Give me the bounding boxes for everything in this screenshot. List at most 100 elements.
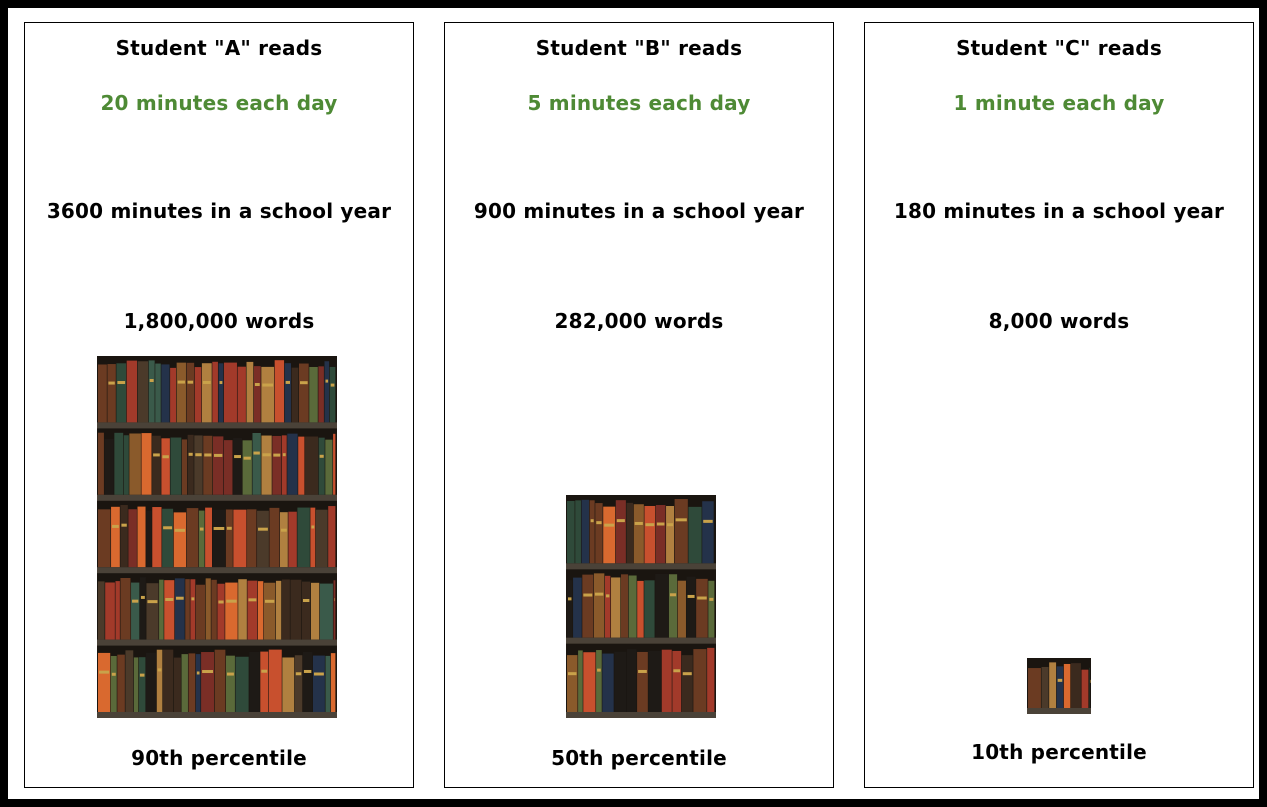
panel: Student "C" reads 1 minute each day 180 … [864,22,1254,788]
shelf-part [97,495,337,501]
shelf-part [331,384,335,387]
shelf-part [191,597,194,600]
shelf-part [288,512,296,567]
shelf-part [200,528,204,531]
shelf-part [281,529,287,532]
shelf-part [170,368,176,423]
shelf-part [656,505,666,563]
word-count: 1,800,000 words [25,309,413,333]
shelf-part [127,361,137,423]
shelf-part [226,509,233,567]
shelf-part [667,523,673,526]
shelf-part [319,438,325,495]
percentile: 90th percentile [25,746,413,770]
shelf-part [707,648,714,712]
shelf-part [175,578,185,639]
reading-rate: 5 minutes each day [445,91,833,115]
shelf-part [282,657,294,712]
shelf-part [617,519,625,522]
shelf-part [146,653,156,712]
shelf-part [120,505,127,567]
shelf-part [311,525,314,528]
shelf-part [152,507,161,567]
shelf-part [149,360,155,422]
shelf-part [213,436,223,494]
shelf-part [333,434,335,495]
shelf-part [161,364,169,422]
bookshelf-image [97,356,337,718]
shelf-part [164,580,174,639]
shelf-part [247,581,257,640]
shelf-part [153,453,160,456]
shelf-part [233,438,242,495]
shelf-part [328,506,335,567]
shelf-part [703,520,712,523]
shelf-part [174,658,181,712]
shelf-part [325,440,332,495]
shelf-part [137,507,145,568]
shelf-part [121,524,126,527]
shelf-part [603,507,615,564]
shelf-part [218,600,223,603]
shelf-part [578,650,583,712]
shelf-part [1028,668,1041,708]
shelf-part [195,453,201,456]
shelf-part [258,528,268,531]
shelf-part [697,597,707,600]
shelf-part [258,581,263,639]
shelf-part [152,436,161,495]
shelf-part [638,670,647,673]
shelf-part [220,381,223,384]
shelf-part [575,500,581,563]
shelf-part [303,599,309,602]
shelf-part [325,656,330,712]
shelf-part [187,508,199,567]
shelf-part [128,509,137,567]
shelf-part [203,381,211,384]
shelf-part [282,435,287,494]
shelf-part [226,656,235,712]
shelf-part [669,574,677,637]
shelf-part [582,500,589,563]
panel: Student "A" reads 20 minutes each day 36… [24,22,414,788]
shelf-part [320,455,324,458]
shelf-part [98,509,110,567]
word-count: 282,000 words [445,309,833,333]
shelf-part [199,511,205,568]
shelf-part [125,650,133,712]
shelf-part [108,382,114,385]
shelf-part [120,578,130,640]
shelf-part [282,579,290,639]
shelf-part [708,581,714,638]
shelf-part [150,379,154,382]
shelf-part [566,563,716,569]
bookshelf-image [566,495,716,718]
shelf-part [97,712,337,718]
shelf-part [215,650,226,712]
shelf-part [233,510,246,568]
shelf-part [177,363,186,423]
shelf-part [662,650,672,712]
shelf-part [165,598,173,601]
shelf-part [134,657,138,712]
shelf-part [261,670,267,673]
shelf-part [330,367,336,422]
shelf-part [140,577,146,639]
shelf-part [201,652,214,712]
shelf-part [290,580,301,640]
shelf-part [583,594,592,597]
shelf-part [138,361,148,422]
shelf-part [107,364,115,422]
shelf-part [648,651,661,712]
shelf-part [311,583,319,640]
shelf-part [325,380,328,383]
shelf-part [248,598,256,601]
percentile: 10th percentile [865,740,1253,764]
shelf-part [188,381,194,384]
shelf-part [313,656,325,712]
shelf-part [1064,664,1071,708]
shelf-part [155,364,160,423]
shelf-part [302,582,310,640]
shelf-part [590,500,595,563]
shelf-part [132,600,138,603]
